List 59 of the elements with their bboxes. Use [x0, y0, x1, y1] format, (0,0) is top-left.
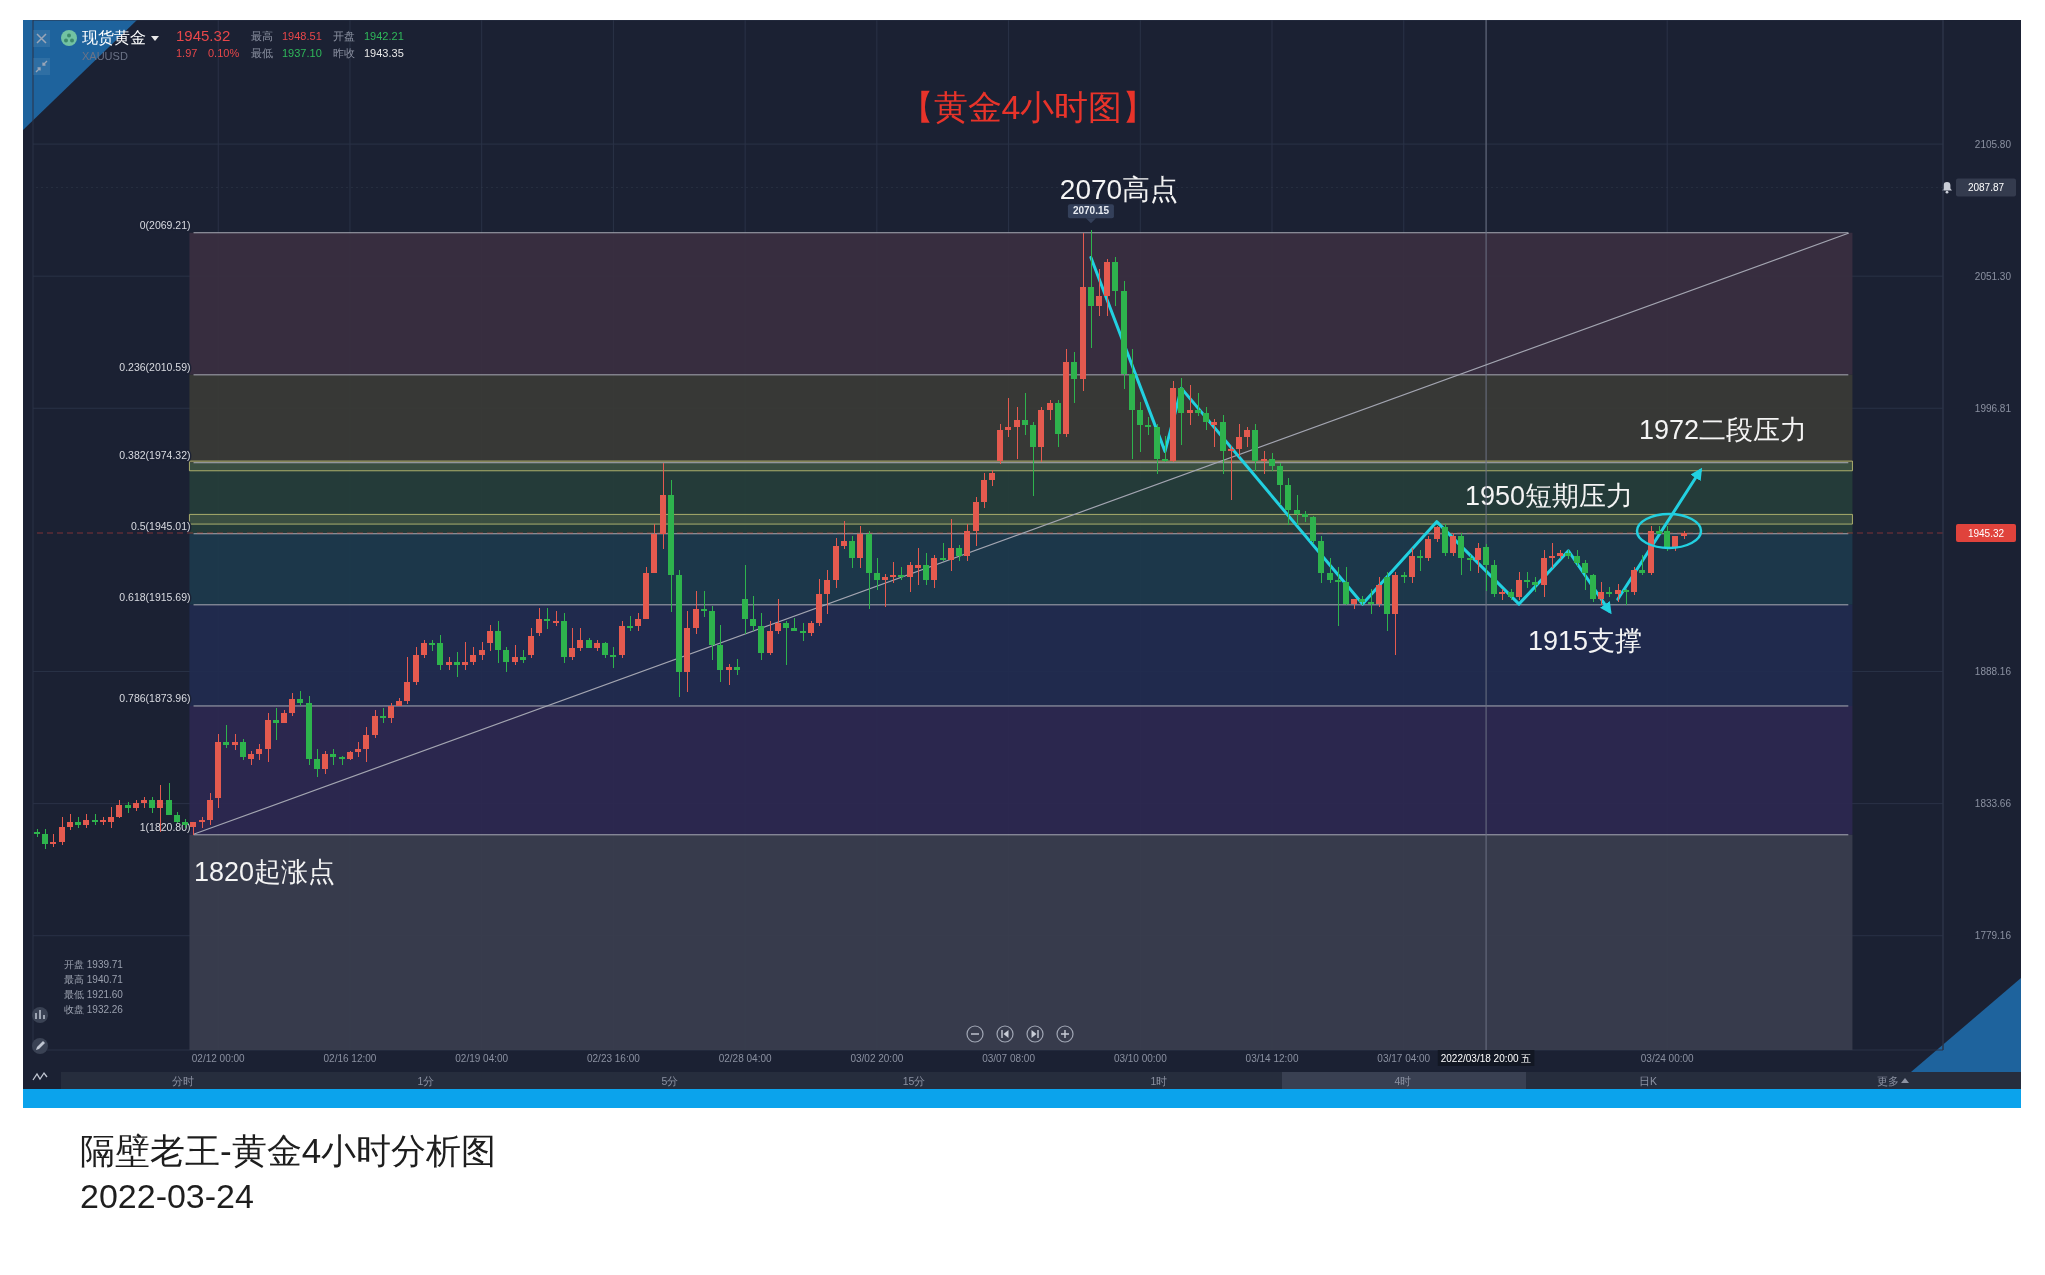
annotation: 1915支撑	[1528, 626, 1643, 659]
x-tick-label: 02/16 12:00	[323, 1052, 377, 1064]
annotation: 现货黄金	[82, 28, 146, 48]
text: 日K	[1638, 1074, 1658, 1088]
y-tick-label: 2051.30	[1974, 270, 2012, 282]
annotation: 最高 1940.71	[64, 974, 123, 986]
x-tick-label: 03/24 00:00	[1640, 1052, 1695, 1064]
band-label: 1972二段压力	[1639, 415, 1808, 446]
annotation: 1945.32	[176, 27, 231, 45]
text: 1时	[1150, 1074, 1168, 1088]
annotation: 1.97	[176, 46, 198, 60]
annotation: 2070高点	[1059, 173, 1179, 206]
x-tick-label: 03/17 04:00	[1377, 1052, 1431, 1064]
ref-line-label: 1945.32	[1967, 527, 2005, 539]
x-tick-label: 02/12 00:00	[191, 1052, 246, 1064]
ref-line-label: 0.5(1945.01)	[130, 519, 191, 532]
x-tick-label: 03/02 20:00	[850, 1052, 904, 1064]
annotation: 1942.21	[364, 29, 404, 43]
annotation: 开盘 1939.71	[64, 959, 123, 971]
text: 【黄金4小时图】	[899, 88, 1157, 128]
x-tick-label: 03/07 08:00	[982, 1052, 1036, 1064]
band-label: 1950短期压力	[1465, 481, 1634, 512]
annotation: 开盘	[333, 29, 355, 43]
text: 15分	[902, 1074, 926, 1088]
text: 更多	[1877, 1074, 1899, 1088]
text: 5分	[661, 1074, 679, 1088]
x-tick-label: 03/14 12:00	[1245, 1052, 1299, 1064]
annotation: 2070.15	[1067, 204, 1115, 219]
annotation: 1943.35	[364, 46, 404, 60]
ref-line-label: 0.786(1873.96)	[119, 691, 191, 704]
x-tick-label: 2022/03/18 20:00 五	[1440, 1052, 1532, 1064]
y-tick-label: 1888.16	[1974, 666, 2012, 678]
annotation: 1820起涨点	[194, 857, 336, 889]
x-tick-label: 03/10 00:00	[1113, 1052, 1168, 1064]
annotation: 昨收	[333, 46, 355, 60]
text: 1分	[417, 1074, 435, 1088]
x-tick-label: 02/19 04:00	[455, 1052, 509, 1064]
annotation: 最高	[251, 29, 273, 43]
text: 分时	[172, 1074, 194, 1088]
text: 4时	[1394, 1074, 1412, 1088]
annotation: 1937.10	[282, 46, 322, 60]
annotation: 最低 1921.60	[64, 989, 123, 1001]
text: 隔壁老王-黄金4小时分析图	[80, 1130, 497, 1172]
x-tick-label: 02/23 16:00	[587, 1052, 641, 1064]
annotation: 最低	[251, 46, 273, 60]
y-tick-label: 2105.80	[1974, 138, 2012, 150]
annotation: 收盘 1932.26	[64, 1004, 123, 1016]
ref-line-label: 0.382(1974.32)	[119, 448, 191, 461]
y-tick-label: 1833.66	[1974, 798, 2012, 810]
text: 2022-03-24	[80, 1177, 254, 1217]
annotation: 1948.51	[282, 29, 322, 43]
y-tick-label: 1779.16	[1974, 930, 2012, 942]
annotation: 0.10%	[208, 46, 240, 60]
y-tick-label: 1996.81	[1974, 402, 2012, 414]
ref-line-label: 0.618(1915.69)	[119, 590, 191, 603]
ref-line-label: 0.236(2010.59)	[119, 360, 191, 373]
ref-line-label: 2087.87	[1967, 182, 2005, 194]
x-tick-label: 02/28 04:00	[718, 1052, 772, 1064]
ref-line-label: 0(2069.21)	[139, 218, 191, 231]
